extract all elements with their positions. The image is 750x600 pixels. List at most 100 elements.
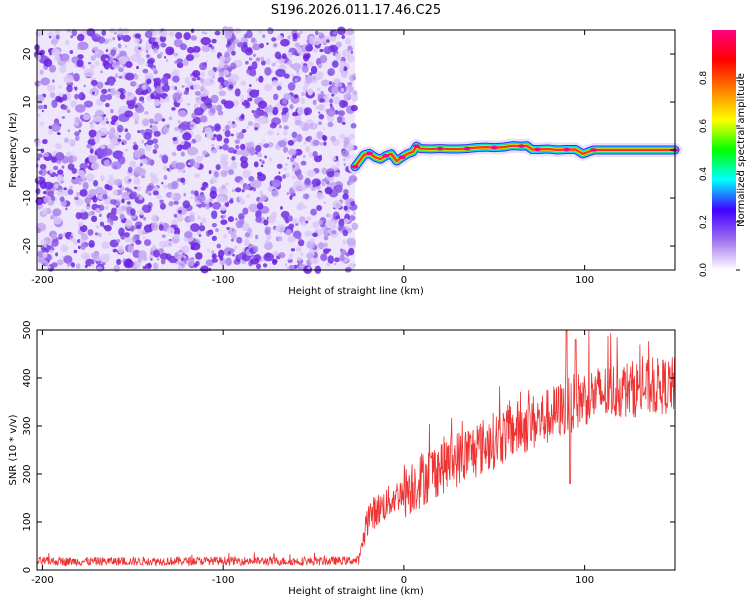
- x-tick-label: 100: [575, 275, 594, 286]
- noise-speckle: [297, 106, 305, 116]
- noise-speckle: [75, 134, 80, 142]
- colorbar-gradient: [712, 30, 736, 270]
- noise-speckle: [90, 263, 95, 267]
- noise-speckle: [190, 223, 200, 232]
- signal-hotspot: [436, 146, 444, 151]
- noise-speckle: [304, 230, 313, 237]
- noise-speckle: [78, 221, 84, 227]
- noise-speckle: [301, 91, 305, 97]
- noise-speckle: [117, 138, 122, 142]
- noise-speckle: [165, 96, 170, 103]
- noise-speckle: [302, 85, 308, 92]
- noise-speckle: [105, 117, 109, 122]
- noise-speckle: [146, 184, 153, 192]
- noise-speckle: [244, 47, 253, 56]
- noise-speckle: [294, 119, 302, 126]
- noise-speckle: [140, 158, 148, 165]
- noise-speckle: [227, 147, 235, 154]
- noise-speckle: [190, 35, 197, 41]
- noise-speckle: [178, 110, 187, 118]
- noise-speckle: [91, 215, 98, 223]
- noise-speckle: [312, 48, 319, 53]
- noise-speckle: [335, 215, 341, 220]
- noise-speckle: [320, 37, 328, 45]
- noise-speckle: [230, 133, 234, 137]
- noise-speckle: [81, 252, 90, 260]
- noise-speckle: [66, 85, 73, 93]
- noise-speckle: [71, 29, 78, 37]
- noise-speckle: [271, 37, 277, 42]
- noise-speckle: [183, 255, 186, 258]
- noise-speckle: [101, 88, 108, 95]
- noise-speckle: [302, 53, 310, 62]
- noise-speckle: [349, 215, 355, 221]
- noise-speckle: [77, 54, 84, 60]
- noise-speckle: [343, 66, 348, 72]
- noise-speckle: [231, 188, 236, 193]
- snr-x-label: Height of straight line (km): [288, 586, 424, 597]
- noise-speckle: [341, 70, 348, 79]
- noise-speckle: [268, 157, 273, 162]
- noise-speckle: [176, 62, 184, 69]
- noise-speckle: [143, 239, 152, 246]
- noise-speckle: [112, 248, 118, 253]
- noise-speckle: [235, 144, 240, 150]
- signal-hotspot: [517, 144, 525, 148]
- noise-speckle: [249, 56, 252, 60]
- noise-speckle: [317, 242, 325, 249]
- noise-speckle: [323, 235, 329, 241]
- noise-speckle: [333, 171, 340, 178]
- noise-speckle: [341, 34, 345, 40]
- noise-speckle: [305, 220, 309, 224]
- noise-speckle: [47, 129, 54, 135]
- noise-speckle: [193, 103, 199, 109]
- noise-speckle: [217, 76, 225, 83]
- noise-speckle: [100, 54, 110, 63]
- noise-speckle: [142, 118, 150, 127]
- noise-speckle: [333, 31, 337, 36]
- noise-speckle: [200, 37, 212, 46]
- noise-speckle: [256, 171, 263, 177]
- noise-speckle: [286, 266, 290, 270]
- noise-speckle: [257, 100, 268, 110]
- noise-speckle: [39, 180, 47, 190]
- noise-speckle: [175, 224, 178, 228]
- noise-speckle: [105, 121, 109, 124]
- noise-speckle: [105, 102, 110, 108]
- noise-speckle: [263, 143, 270, 148]
- noise-speckle: [163, 175, 168, 181]
- noise-speckle: [317, 121, 323, 126]
- noise-speckle: [77, 94, 83, 99]
- noise-speckle: [319, 54, 328, 64]
- noise-speckle: [242, 207, 249, 215]
- noise-speckle: [272, 106, 279, 116]
- noise-speckle: [51, 262, 58, 268]
- noise-speckle: [115, 238, 121, 243]
- noise-speckle: [343, 189, 349, 195]
- noise-speckle: [277, 140, 287, 148]
- noise-speckle: [50, 233, 57, 241]
- noise-speckle: [91, 91, 95, 95]
- spectrogram-noise: [33, 26, 359, 275]
- noise-speckle: [283, 125, 289, 130]
- noise-speckle: [40, 77, 50, 86]
- noise-speckle: [158, 224, 164, 231]
- noise-speckle: [199, 62, 207, 71]
- noise-speckle: [152, 190, 159, 196]
- y-tick-label: 200: [22, 464, 33, 483]
- noise-speckle: [234, 28, 242, 34]
- noise-speckle: [199, 115, 208, 123]
- noise-speckle: [307, 169, 316, 177]
- noise-speckle: [199, 224, 206, 232]
- noise-speckle: [42, 138, 48, 145]
- noise-speckle: [207, 153, 210, 157]
- noise-speckle: [284, 217, 290, 224]
- noise-speckle: [195, 155, 203, 163]
- noise-speckle: [43, 244, 47, 248]
- noise-speckle: [271, 62, 276, 67]
- noise-speckle: [148, 192, 152, 196]
- noise-speckle: [77, 47, 81, 50]
- signal-hotspot: [382, 153, 390, 158]
- noise-speckle: [346, 143, 354, 152]
